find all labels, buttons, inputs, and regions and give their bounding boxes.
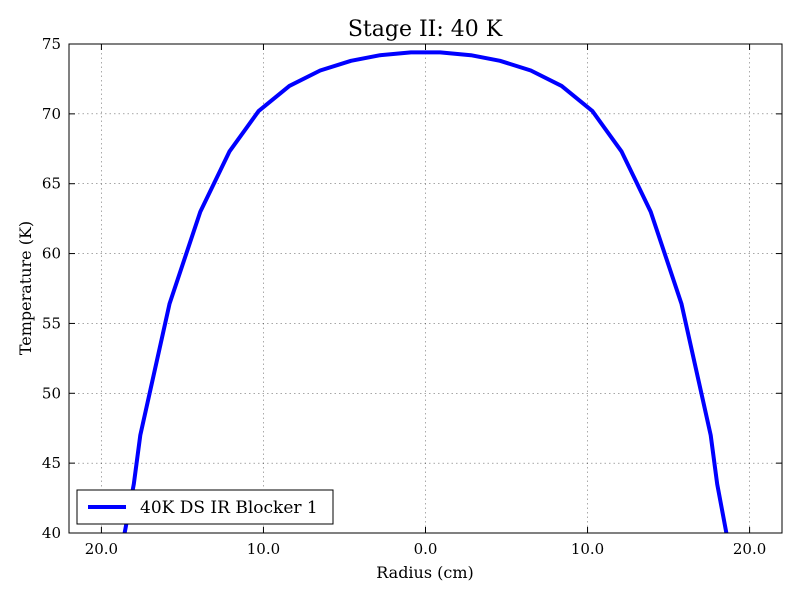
chart-title: Stage II: 40 K bbox=[348, 17, 503, 42]
legend: 40K DS IR Blocker 1 bbox=[76, 489, 334, 525]
y-tick-label: 55 bbox=[42, 314, 61, 332]
tick-labels: 20.0 10.0 0.0 10.0 20.0 40 45 50 55 60 65 70 75 bbox=[42, 35, 766, 558]
y-tick-label: 50 bbox=[42, 384, 61, 402]
y-axis-label: Temperature (K) bbox=[16, 221, 35, 355]
x-axis-label: Radius (cm) bbox=[376, 563, 474, 582]
legend-label: 40K DS IR Blocker 1 bbox=[140, 498, 318, 518]
y-tick-label: 70 bbox=[42, 105, 61, 123]
y-tick-label: 75 bbox=[42, 35, 61, 53]
ticks bbox=[69, 43, 782, 534]
x-tick-label: 20.0 bbox=[85, 540, 118, 558]
series-layer bbox=[122, 50, 729, 533]
y-tick-label: 60 bbox=[42, 245, 61, 263]
x-tick-label: 10.0 bbox=[247, 540, 280, 558]
x-tick-label: 20.0 bbox=[733, 540, 766, 558]
series-line bbox=[122, 50, 729, 533]
x-tick-label: 0.0 bbox=[414, 540, 438, 558]
y-tick-label: 45 bbox=[42, 454, 61, 472]
x-tick-label: 10.0 bbox=[571, 540, 604, 558]
y-tick-label: 40 bbox=[42, 524, 61, 542]
y-tick-label: 65 bbox=[42, 175, 61, 193]
